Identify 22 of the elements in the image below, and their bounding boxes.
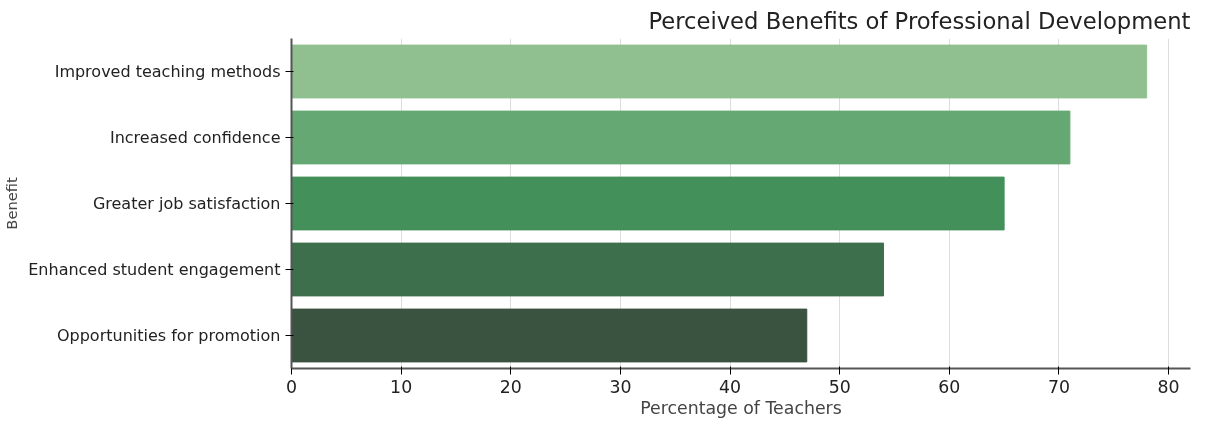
y-tick-label: Greater job satisfaction [92,194,281,213]
y-axis-title: Benefit [3,177,21,230]
x-tick-label: 70 [1047,376,1070,397]
y-tick-label: Enhanced student engagement [28,260,281,279]
x-tick-label: 80 [1157,376,1180,397]
y-tick-label: Opportunities for promotion [56,326,281,345]
x-tick-label: 20 [499,376,522,397]
bar [291,44,1148,99]
bar [291,176,1005,231]
bar [291,110,1071,165]
x-tick-label: 0 [285,376,298,397]
bar [291,242,885,297]
x-tick-label: 10 [390,376,413,397]
x-tick-label: 60 [938,376,961,397]
y-tick-label: Increased confidence [109,128,281,147]
x-tick-label: 50 [828,376,851,397]
x-tick-label: 30 [609,376,632,397]
chart-title: Perceived Benefits of Professional Development [648,7,1191,34]
bar [291,308,808,363]
x-tick-label: 40 [719,376,742,397]
y-tick-label: Improved teaching methods [54,62,281,81]
x-axis-title: Percentage of Teachers [640,397,842,418]
